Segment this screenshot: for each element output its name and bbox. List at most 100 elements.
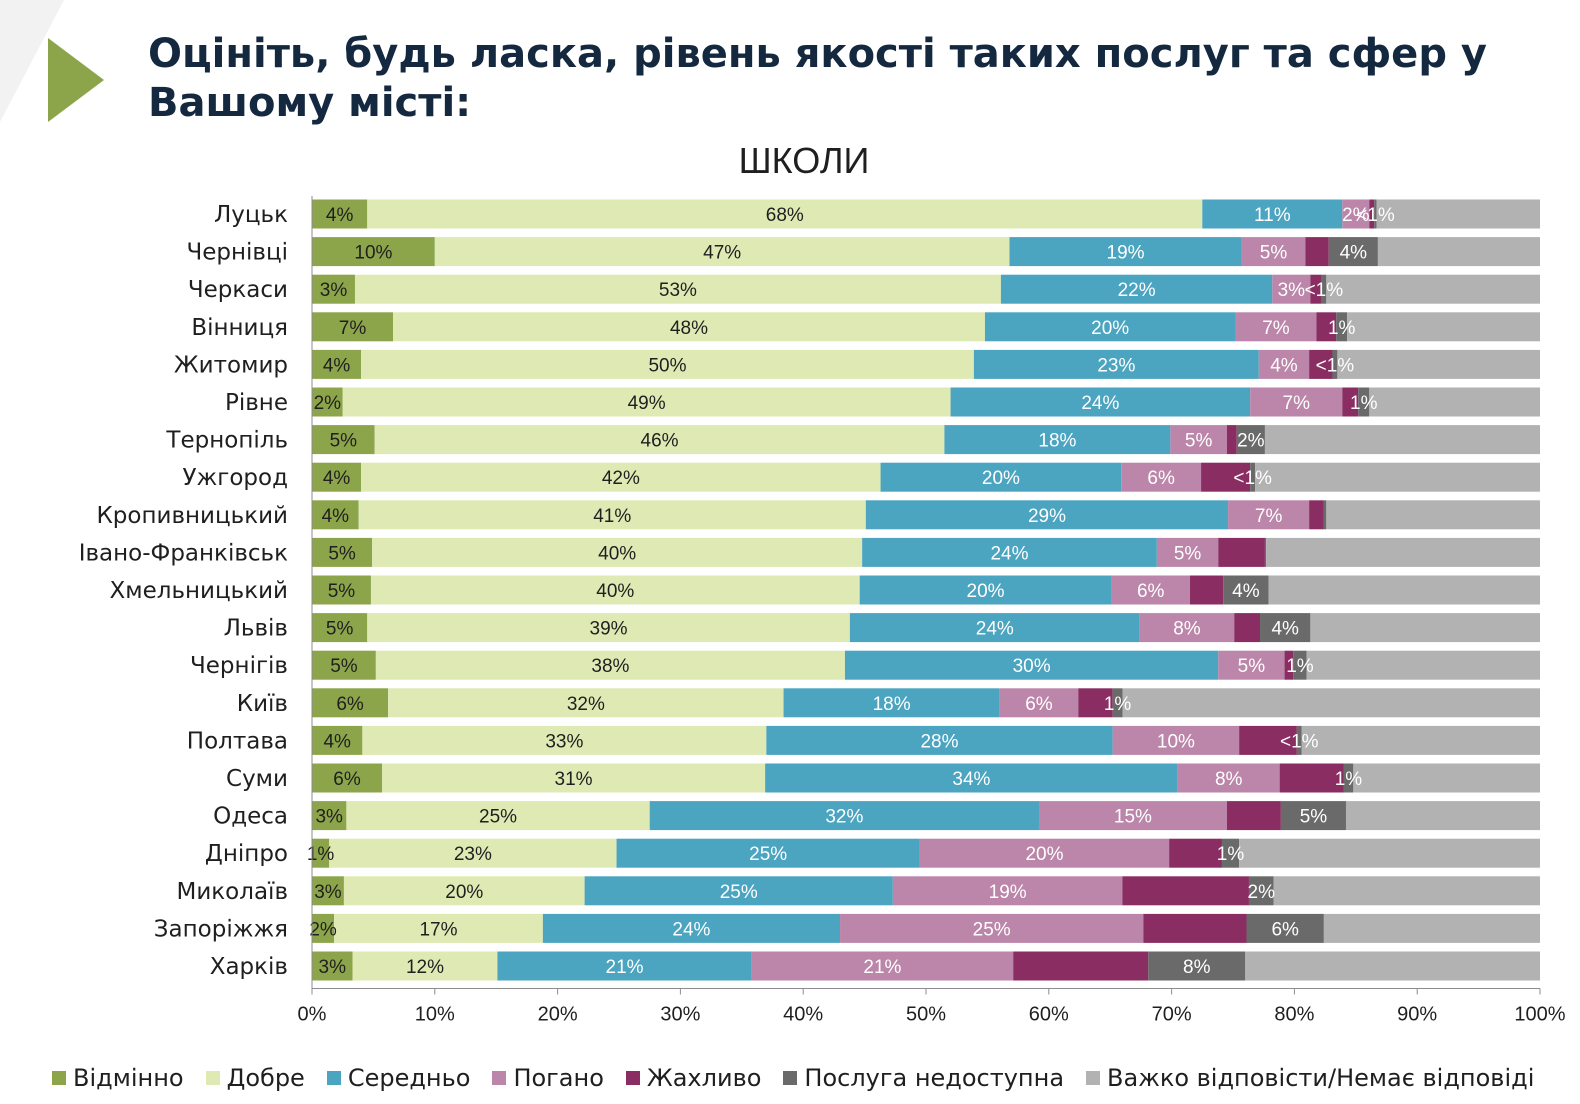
bar-segment bbox=[1353, 763, 1540, 793]
data-label: 5% bbox=[1300, 807, 1328, 828]
bar-segment bbox=[367, 199, 1203, 229]
bar-segment bbox=[312, 613, 368, 643]
bar-segment bbox=[354, 274, 1001, 304]
x-tick-label: 40% bbox=[783, 1004, 823, 1026]
data-label: 3% bbox=[314, 882, 342, 903]
data-label: <1% bbox=[1280, 731, 1319, 752]
data-label: 18% bbox=[1038, 431, 1076, 452]
data-label: 5% bbox=[326, 619, 354, 640]
bar-segment bbox=[1000, 274, 1273, 304]
bar-segment bbox=[1342, 387, 1359, 417]
data-label: 42% bbox=[602, 468, 640, 489]
data-label: 31% bbox=[555, 769, 593, 790]
legend-item: Середньо bbox=[326, 1064, 470, 1092]
data-label: 2% bbox=[309, 919, 337, 940]
bar-segment bbox=[973, 349, 1259, 379]
category-label: Ужгород bbox=[183, 465, 288, 491]
bar-segment bbox=[840, 913, 1144, 943]
data-label: 2% bbox=[1342, 205, 1370, 226]
data-label: 3% bbox=[315, 807, 343, 828]
data-label: 23% bbox=[454, 844, 492, 865]
data-label: 4% bbox=[1271, 619, 1299, 640]
data-label: 15% bbox=[1114, 807, 1152, 828]
data-label: 3% bbox=[1278, 280, 1306, 301]
bar-segment bbox=[1112, 725, 1240, 755]
data-label: 4% bbox=[1232, 581, 1260, 602]
legend-swatch bbox=[205, 1071, 220, 1085]
bar-segment bbox=[1296, 725, 1302, 755]
data-label: 1% bbox=[1286, 656, 1314, 677]
data-label: 2% bbox=[1248, 882, 1276, 903]
data-label: 22% bbox=[1118, 280, 1156, 301]
bar-segment bbox=[358, 500, 866, 530]
bar-segment bbox=[1306, 650, 1540, 680]
bar-segment bbox=[1239, 725, 1297, 755]
bar-segment bbox=[312, 537, 373, 567]
data-label: 25% bbox=[479, 807, 517, 828]
bar-segment bbox=[1122, 876, 1249, 906]
legend-item: Погано bbox=[492, 1064, 604, 1092]
data-label: 11% bbox=[1254, 205, 1291, 226]
bar-segment bbox=[751, 951, 1014, 981]
x-tick-label: 10% bbox=[415, 1004, 455, 1026]
bar-segment bbox=[372, 537, 863, 567]
bar-segment bbox=[312, 838, 330, 868]
bar-segment bbox=[370, 575, 860, 605]
data-label: 1% bbox=[1350, 393, 1378, 414]
chart-legend: Відмінно Добре Середньо Погано Жахливо Послуг… bbox=[52, 1064, 1534, 1092]
bar-segment bbox=[849, 613, 1140, 643]
bar-segment bbox=[312, 425, 375, 455]
bar-segment bbox=[329, 838, 617, 868]
data-label: 5% bbox=[330, 431, 358, 452]
category-label: Київ bbox=[237, 691, 288, 717]
data-label: 7% bbox=[1255, 506, 1283, 527]
bar-segment bbox=[312, 575, 371, 605]
bar-segment bbox=[944, 425, 1171, 455]
data-label: 24% bbox=[1081, 393, 1119, 414]
legend-label: Важко відповісти/Немає відповіді bbox=[1107, 1064, 1535, 1092]
data-label: 5% bbox=[1174, 543, 1202, 564]
data-label: 1% bbox=[1104, 694, 1132, 715]
data-label: 33% bbox=[545, 731, 583, 752]
bar-segment bbox=[1250, 462, 1256, 492]
data-label: 7% bbox=[1262, 318, 1290, 339]
data-label: 40% bbox=[598, 543, 636, 564]
category-label: Запоріжжя bbox=[154, 916, 288, 942]
bar-segment bbox=[1156, 537, 1219, 567]
bar-segment bbox=[892, 876, 1123, 906]
data-label: 1% bbox=[1217, 844, 1245, 865]
legend-item: Послуга недоступна bbox=[783, 1064, 1064, 1092]
bar-segment bbox=[765, 763, 1178, 793]
bar-segment bbox=[649, 801, 1039, 831]
bar-segment bbox=[1376, 199, 1540, 229]
category-label: Чернігів bbox=[190, 653, 288, 679]
data-label: 25% bbox=[720, 882, 758, 903]
bar-segment bbox=[1226, 801, 1281, 831]
bar-segment bbox=[919, 838, 1170, 868]
bar-segment bbox=[1235, 312, 1317, 342]
data-label: 25% bbox=[749, 844, 787, 865]
legend-label: Добре bbox=[226, 1064, 305, 1092]
data-label: 4% bbox=[323, 355, 351, 376]
data-label: 19% bbox=[989, 882, 1027, 903]
bar-segment bbox=[1241, 237, 1306, 267]
bar-segment bbox=[1337, 349, 1540, 379]
data-label: 53% bbox=[659, 280, 697, 301]
bar-segment bbox=[312, 274, 355, 304]
data-label: 4% bbox=[323, 468, 351, 489]
data-label: 1% bbox=[307, 844, 335, 865]
data-label: 4% bbox=[323, 731, 351, 752]
data-label: 5% bbox=[330, 656, 358, 677]
bar-segment bbox=[1121, 462, 1202, 492]
x-tick-label: 30% bbox=[660, 1004, 700, 1026]
x-tick-label: 70% bbox=[1152, 1004, 1192, 1026]
bar-segment bbox=[1280, 801, 1346, 831]
legend-swatch bbox=[326, 1071, 341, 1085]
data-label: 3% bbox=[320, 280, 348, 301]
bar-segment bbox=[1326, 500, 1540, 530]
bar-segment bbox=[1305, 237, 1329, 267]
bar-segment bbox=[766, 725, 1113, 755]
bar-segment bbox=[374, 425, 945, 455]
data-label: 4% bbox=[1340, 243, 1368, 264]
